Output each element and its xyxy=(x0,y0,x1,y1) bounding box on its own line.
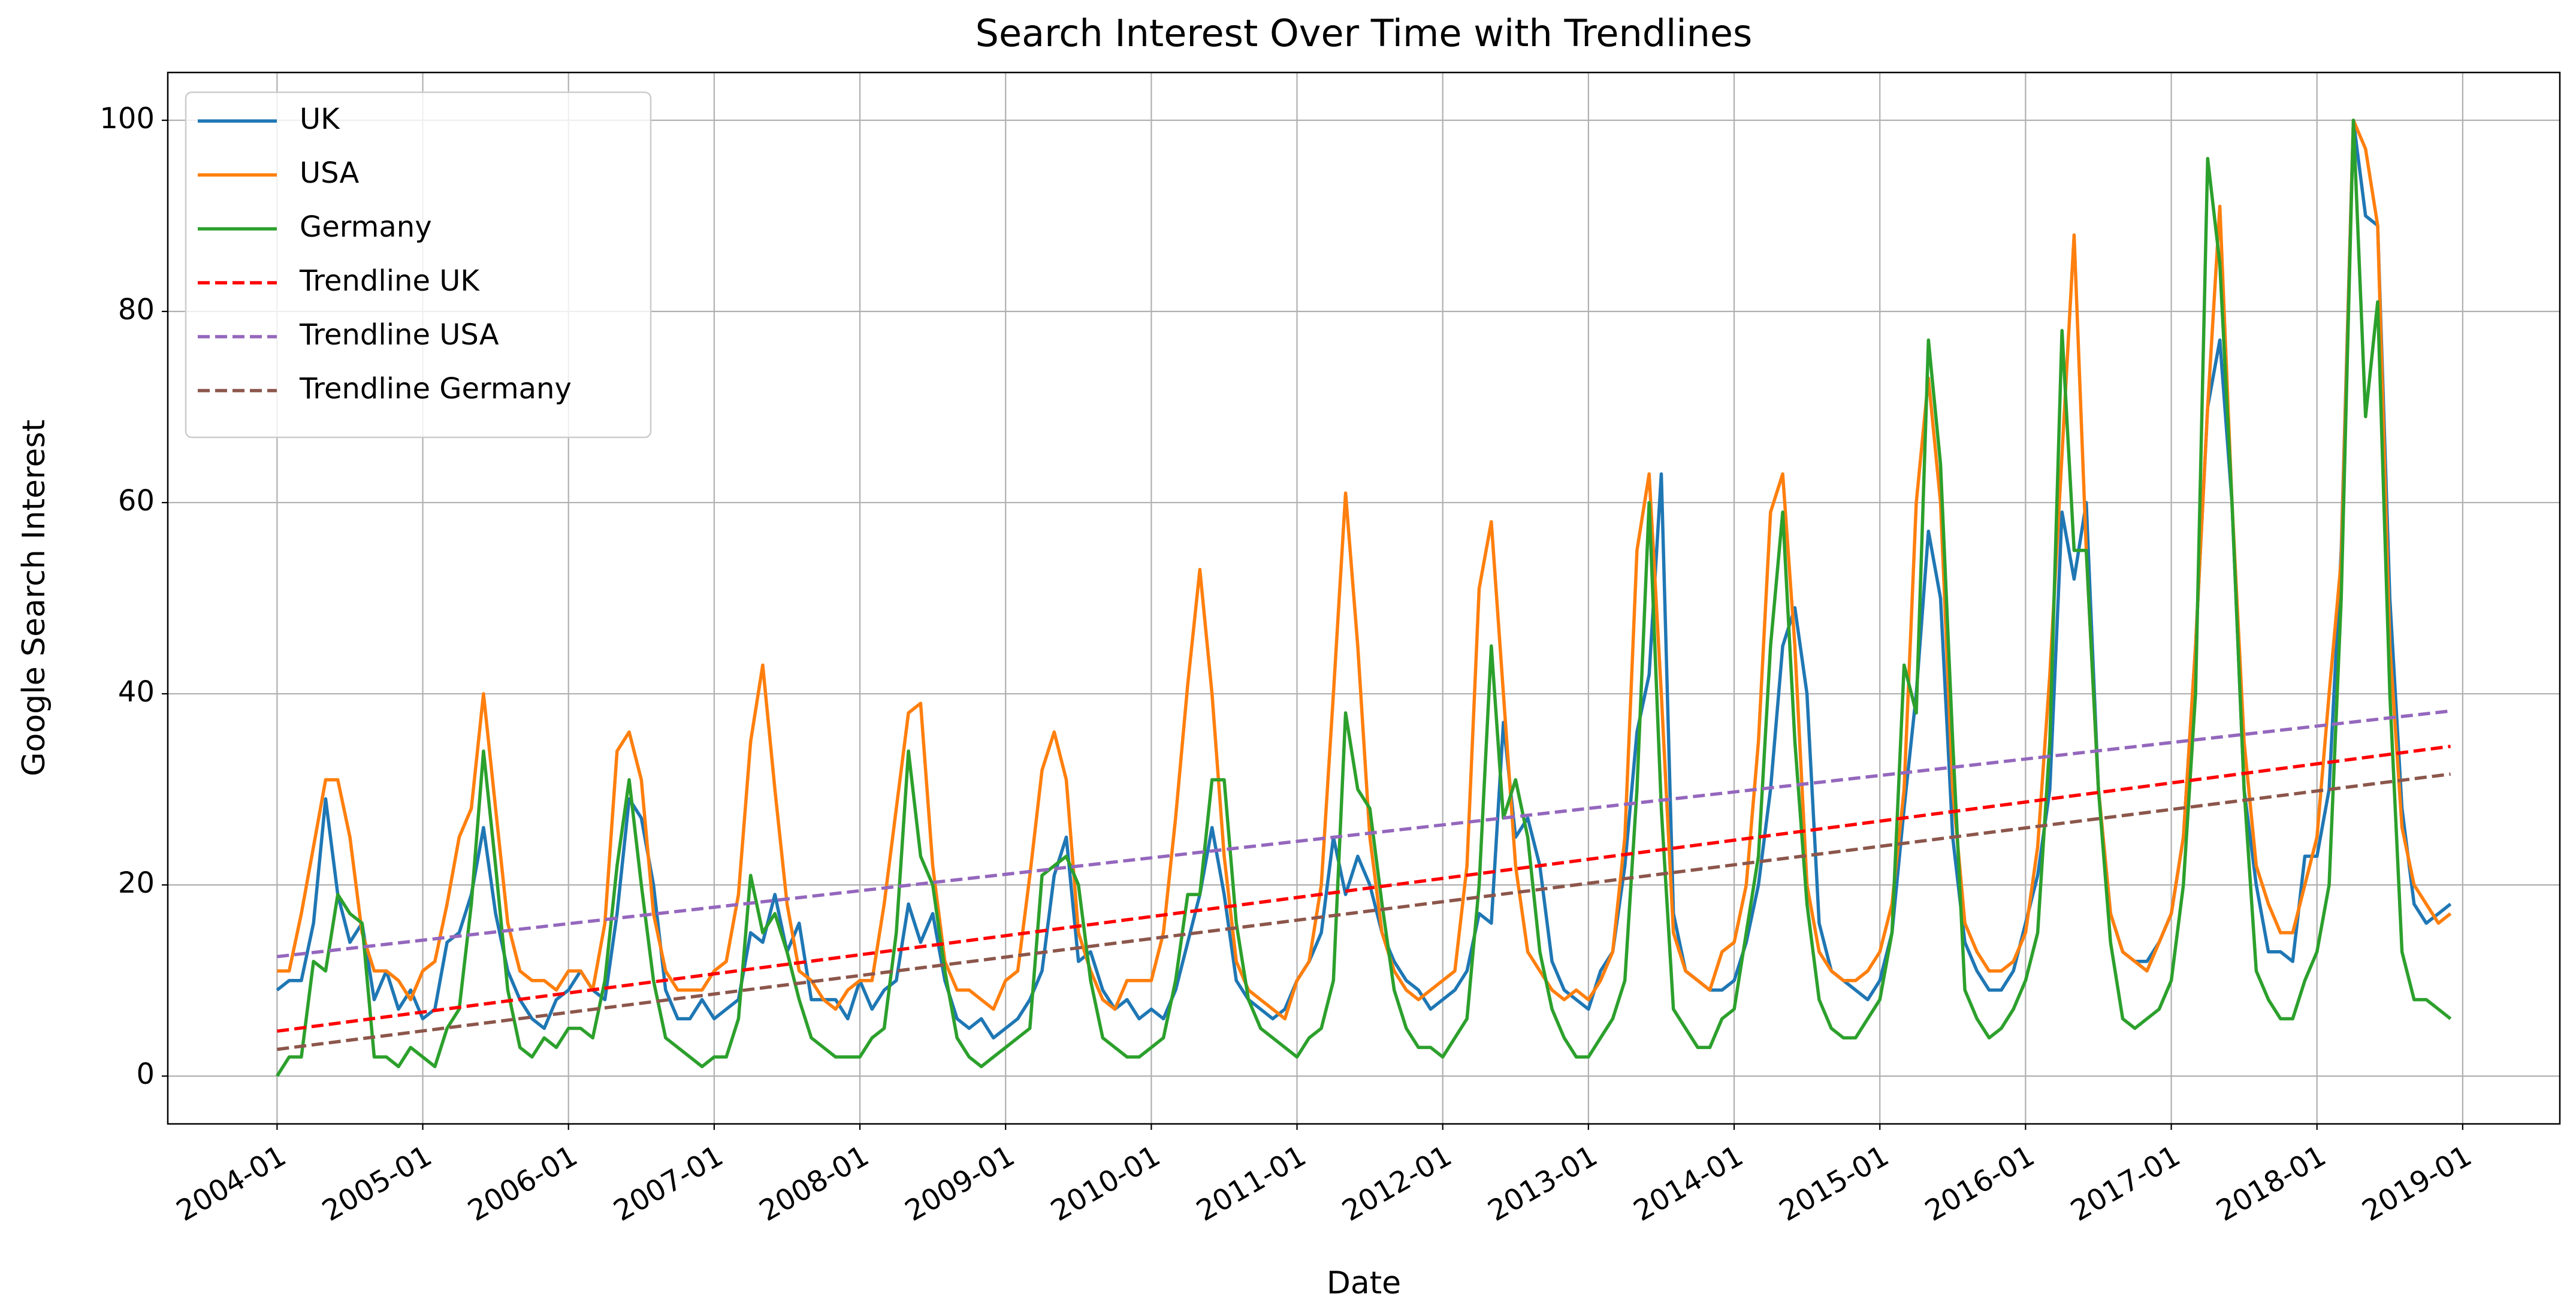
legend-label: Trendline USA xyxy=(299,318,499,352)
y-tick-label: 0 xyxy=(136,1057,155,1091)
y-tick-label: 60 xyxy=(118,484,155,518)
y-tick-label: 40 xyxy=(118,675,155,709)
series-line xyxy=(277,772,2451,1051)
legend-box xyxy=(185,91,652,439)
series-line xyxy=(276,119,2452,1077)
y-axis-label: Google Search Interest xyxy=(16,419,52,776)
series-line xyxy=(277,745,2451,1033)
legend-label: USA xyxy=(300,156,359,190)
y-tick-label: 80 xyxy=(118,293,155,327)
legend-label: Trendline UK xyxy=(299,264,480,298)
legend-label: Trendline Germany xyxy=(299,372,572,406)
legend-label: UK xyxy=(300,102,340,136)
y-tick-label: 20 xyxy=(118,866,155,900)
legend-label: Germany xyxy=(300,210,432,244)
chart-title: Search Interest Over Time with Trendline… xyxy=(976,11,1753,55)
y-tick-label: 100 xyxy=(99,102,155,135)
series-line xyxy=(276,119,2452,1040)
plot-frame xyxy=(167,71,2561,1125)
x-axis-label: Date xyxy=(1327,1265,1401,1301)
